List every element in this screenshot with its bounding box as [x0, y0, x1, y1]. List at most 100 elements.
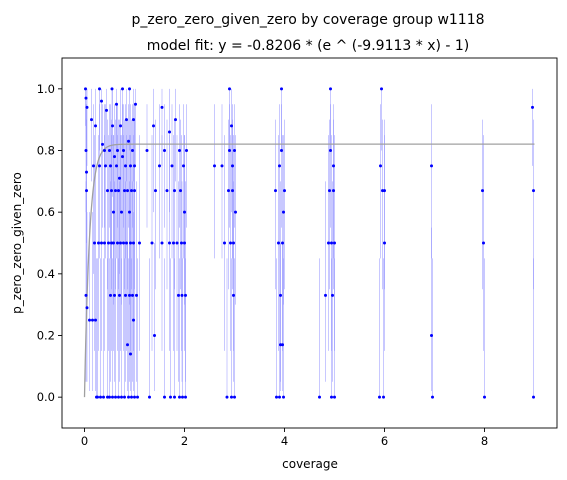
x-tick-label: 0 — [81, 434, 88, 448]
data-point — [107, 241, 110, 245]
data-point — [132, 241, 135, 245]
data-point — [380, 87, 383, 91]
data-point — [184, 395, 187, 399]
data-point — [102, 395, 105, 399]
data-point — [110, 189, 113, 193]
data-point — [158, 164, 161, 168]
data-point — [145, 149, 149, 152]
data-point — [125, 241, 128, 245]
data-point — [280, 149, 283, 152]
data-point — [94, 124, 97, 128]
data-point — [104, 164, 107, 168]
y-axis: 0.0 0.2 0.4 0.6 0.8 1.0 — [37, 82, 62, 404]
data-point — [98, 164, 101, 168]
data-point — [128, 210, 131, 214]
data-point — [163, 395, 166, 399]
data-point — [108, 395, 111, 399]
data-point — [85, 105, 89, 109]
data-point — [121, 87, 124, 91]
data-point — [120, 210, 123, 214]
data-point — [108, 149, 111, 152]
data-point — [103, 149, 106, 152]
data-point — [125, 118, 128, 122]
y-tick-label: 0.6 — [37, 205, 55, 219]
data-point — [132, 118, 135, 122]
data-point — [106, 189, 109, 193]
data-point — [180, 293, 184, 297]
data-point — [280, 87, 283, 91]
data-point — [84, 149, 88, 152]
x-tick-label: 6 — [381, 434, 388, 448]
data-point — [160, 105, 164, 109]
data-point — [103, 241, 106, 245]
data-point — [97, 241, 100, 245]
data-point — [532, 395, 535, 399]
data-point — [118, 176, 121, 180]
data-point — [118, 293, 121, 297]
data-point — [232, 241, 235, 245]
data-point — [88, 318, 91, 322]
data-point — [277, 241, 280, 245]
data-point — [85, 170, 88, 174]
data-point — [379, 164, 382, 168]
data-point — [481, 189, 484, 193]
data-point — [281, 343, 284, 347]
y-tick-label: 0.8 — [37, 144, 55, 158]
data-point — [91, 318, 94, 322]
data-point — [122, 149, 125, 152]
data-point — [177, 293, 180, 297]
data-point — [160, 241, 164, 245]
data-point — [113, 155, 116, 159]
data-point — [100, 99, 103, 103]
data-point — [150, 241, 154, 245]
data-point — [333, 241, 336, 245]
y-tick-label: 0.2 — [37, 329, 55, 343]
data-point — [131, 149, 134, 152]
data-point — [332, 189, 335, 193]
y-tick-label: 1.0 — [37, 82, 55, 96]
data-point — [183, 210, 186, 214]
data-point — [283, 189, 286, 193]
data-point — [130, 395, 133, 399]
data-point — [165, 189, 169, 193]
data-point — [127, 139, 130, 143]
data-point — [131, 293, 134, 297]
data-point — [111, 395, 114, 399]
data-point — [110, 87, 114, 91]
data-point — [173, 189, 176, 193]
data-point — [179, 189, 182, 193]
data-point — [329, 149, 332, 152]
chart-title: p_zero_zero_given_zero by coverage group… — [131, 12, 484, 28]
data-point — [120, 395, 123, 399]
data-point — [119, 124, 122, 128]
data-point — [228, 87, 231, 91]
data-point — [227, 189, 230, 193]
data-point — [85, 189, 88, 193]
data-point — [230, 124, 233, 128]
data-point — [116, 149, 119, 152]
data-point — [213, 164, 216, 168]
points-layer — [84, 87, 535, 399]
data-point — [279, 293, 282, 297]
data-point — [119, 241, 122, 245]
data-point — [101, 142, 104, 146]
data-point — [173, 395, 176, 399]
data-point — [116, 241, 119, 245]
data-point — [114, 395, 117, 399]
data-point — [114, 189, 117, 193]
data-point — [123, 189, 126, 193]
data-point — [129, 352, 132, 356]
data-point — [330, 395, 333, 399]
data-point — [123, 395, 126, 399]
data-point — [324, 293, 327, 297]
data-point — [333, 395, 336, 399]
data-point — [183, 241, 186, 245]
data-point — [231, 189, 234, 193]
fit-line — [83, 143, 535, 398]
data-point — [184, 293, 187, 297]
data-point — [230, 395, 233, 399]
data-point — [99, 395, 102, 399]
data-point — [282, 210, 285, 214]
data-point — [135, 293, 138, 297]
